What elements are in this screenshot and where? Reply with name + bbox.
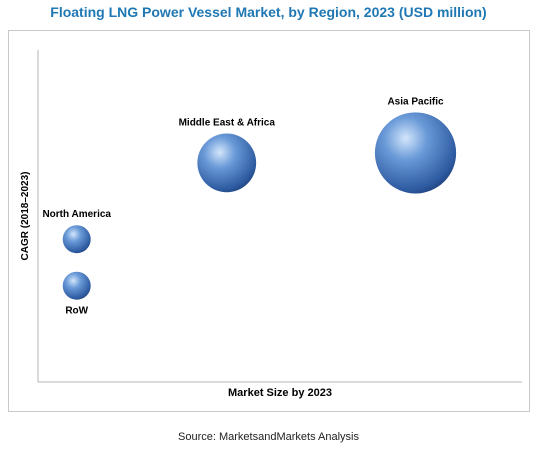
source-note: Source: MarketsandMarkets Analysis — [178, 431, 359, 443]
bubble-row — [62, 271, 91, 300]
bubble-north-america — [62, 225, 91, 254]
chart-title: Floating LNG Power Vessel Market, by Reg… — [50, 4, 487, 20]
bubbles-layer: North America RoW Middle East & Africa Asia… — [42, 96, 457, 317]
bubble-label: Middle East & Africa — [179, 117, 276, 128]
chart-frame — [8, 30, 530, 412]
bubble-label: North America — [42, 209, 111, 220]
bubble-middle-east-africa — [197, 133, 257, 193]
bubble-label: RoW — [65, 306, 88, 317]
bubble-label: Asia Pacific — [387, 96, 444, 107]
x-axis-label: Market Size by 2023 — [228, 387, 332, 399]
bubble-asia-pacific — [374, 112, 457, 194]
y-axis-label: CAGR (2018–2023) — [20, 172, 31, 261]
